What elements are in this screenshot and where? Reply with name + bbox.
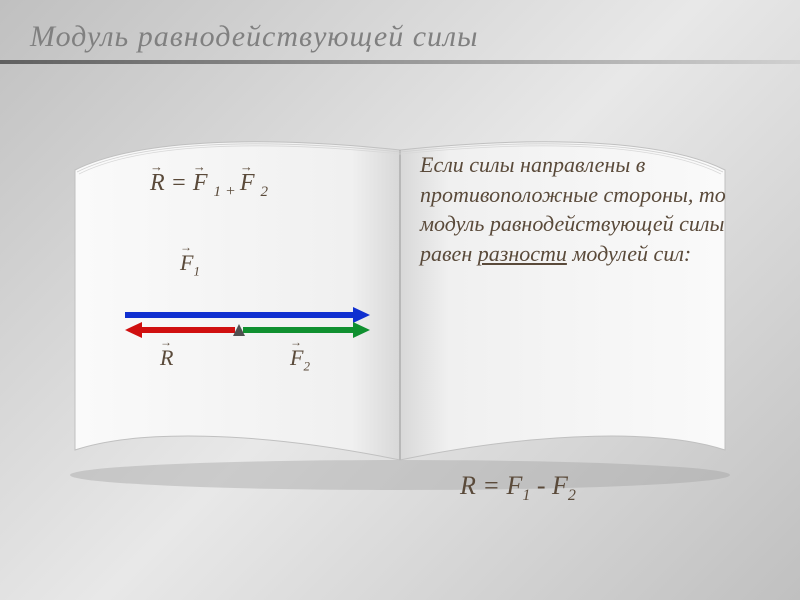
arrow-r-head [125,322,142,338]
formula-diff: R = F1 - F2 [460,471,576,505]
formula-sum: → R = → F 1 + → F 2 [150,170,268,201]
right-page-content: Если силы направлены в противоположные с… [420,150,730,490]
left-page-content: → R = → F 1 + → F 2 → F1 → [95,150,395,460]
label-f2: → F2 [290,345,310,374]
arrow-f1-head [353,307,370,323]
page-title: Модуль равнодействующей силы [30,20,478,54]
explanation-text: Если силы направлены в противоположные с… [420,150,730,269]
label-r: → R [160,345,173,371]
title-underline [0,60,800,64]
arrow-f2-head [353,322,370,338]
